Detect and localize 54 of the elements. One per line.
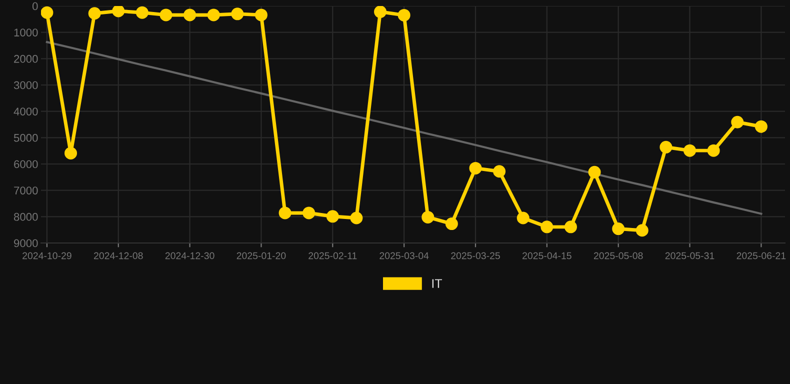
- point: [588, 166, 601, 178]
- y-tick-label: 1000: [14, 28, 38, 36]
- point: [41, 6, 54, 19]
- point: [516, 212, 530, 224]
- point: [64, 146, 78, 160]
- point: [160, 8, 172, 22]
- y-tick-label: 8000: [14, 212, 38, 221]
- y-tick-label: 3000: [14, 81, 38, 90]
- point: [254, 8, 268, 22]
- x-tick-label: 2024-10-29: [22, 252, 72, 260]
- y-tick-label: 5000: [14, 134, 38, 142]
- y-tick-label: 7000: [14, 186, 38, 194]
- x-tick-label: 2024-12-30: [165, 252, 214, 260]
- x-tick-label: 2025-06-21: [736, 252, 786, 260]
- point: [112, 6, 125, 18]
- x-tick-label: 2025-04-15: [522, 252, 572, 260]
- point: [374, 6, 387, 18]
- point: [398, 8, 410, 22]
- y-tick-label: 6000: [14, 160, 38, 168]
- point: [493, 165, 506, 178]
- point: [564, 220, 577, 234]
- y-tick-label: 2000: [14, 54, 38, 63]
- x-tick-label: 2025-05-08: [594, 252, 643, 260]
- x-tick-label: 2025-05-31: [665, 252, 714, 260]
- point: [136, 6, 148, 19]
- x-tick-label: 2024-12-08: [94, 252, 143, 260]
- point: [302, 206, 316, 220]
- point: [754, 120, 768, 133]
- x-tick-label: 2025-02-11: [308, 252, 357, 260]
- y-tick-label: 0: [32, 2, 38, 10]
- point: [88, 7, 101, 20]
- x-tick-label: 2025-03-25: [451, 252, 500, 260]
- point: [707, 144, 720, 157]
- point: [684, 144, 696, 157]
- point: [350, 212, 363, 224]
- point: [326, 210, 339, 223]
- point: [636, 224, 648, 237]
- point: [422, 210, 434, 224]
- point: [278, 206, 292, 220]
- point: [540, 220, 554, 234]
- x-tick-label: 2025-03-04: [380, 252, 429, 260]
- y-tick-label: 4000: [14, 108, 38, 116]
- point: [184, 8, 196, 22]
- point: [207, 8, 220, 22]
- x-tick-label: 2025-01-20: [236, 252, 286, 260]
- legend-label: IT: [432, 279, 442, 288]
- point: [445, 218, 458, 230]
- point: [612, 222, 625, 236]
- point: [469, 162, 482, 174]
- y-tick-label: 9000: [14, 239, 38, 248]
- line-series: [46, 41, 762, 215]
- point: [231, 8, 244, 20]
- point: [731, 116, 744, 128]
- point: [660, 140, 672, 154]
